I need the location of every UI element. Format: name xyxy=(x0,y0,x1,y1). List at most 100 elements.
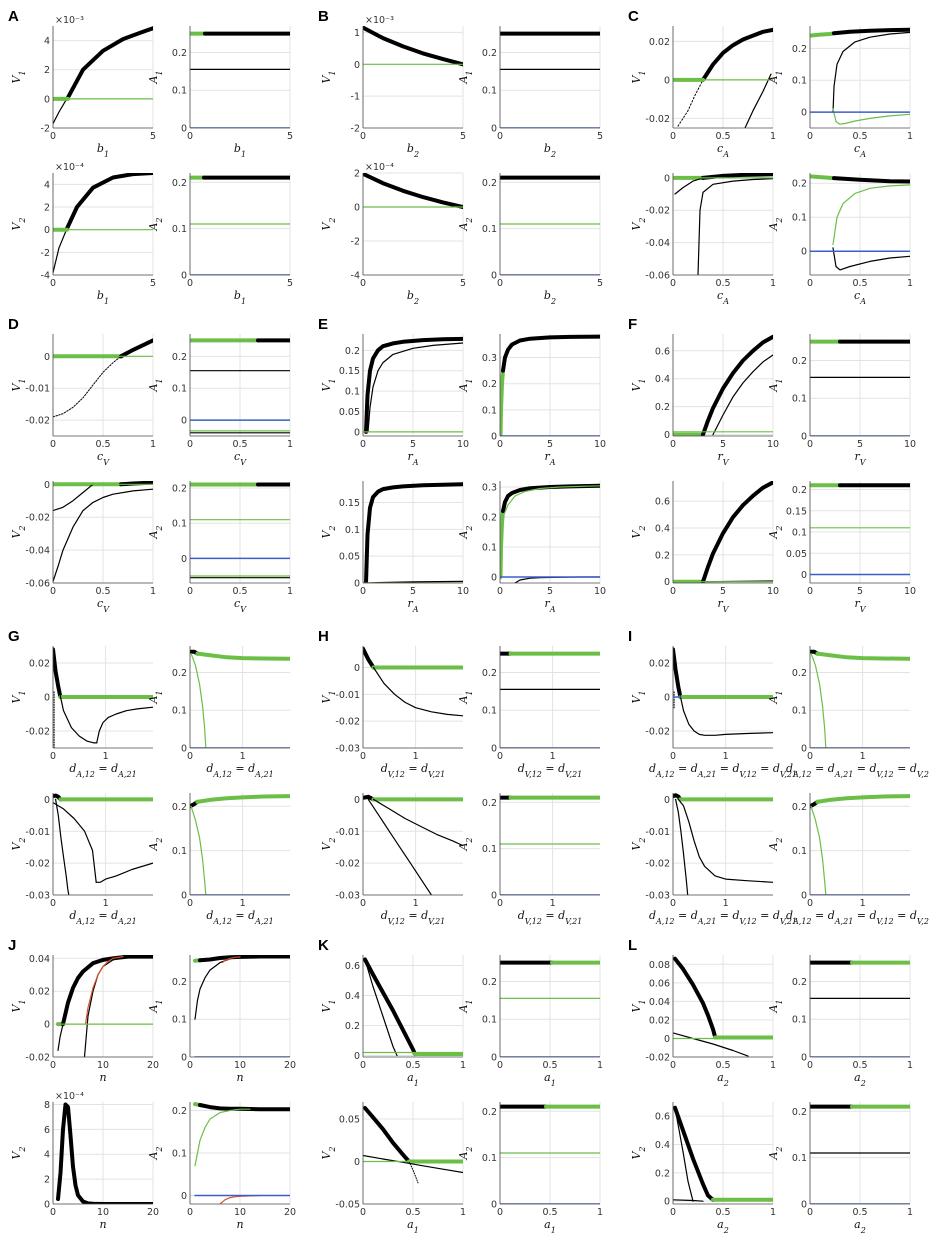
subplot-a2: 0 5 0 0.1 0.2 b1 A2 xyxy=(147,173,293,306)
x-tick-label: 0 xyxy=(360,131,366,142)
series-line-black xyxy=(119,338,153,359)
y-tick-label: 0.6 xyxy=(655,346,670,357)
x-axis-label: cV xyxy=(97,450,110,467)
y-axis-label: A2 xyxy=(147,837,164,851)
panel-letter: A xyxy=(8,8,19,25)
x-tick-label: 0.5 xyxy=(95,586,110,597)
x-tick-label: 1 xyxy=(103,898,109,909)
x-axis-label: a2 xyxy=(717,1071,729,1088)
x-axis-label: rV xyxy=(717,450,729,467)
y-tick-label: 0.05 xyxy=(339,1115,360,1126)
series-line-black xyxy=(408,1161,419,1184)
series-line-black xyxy=(832,27,910,36)
y-tick-label: 4 xyxy=(44,180,50,191)
y-axis-label: V2 xyxy=(320,837,337,850)
x-tick-label: 0 xyxy=(50,751,56,762)
series-line-black xyxy=(53,355,122,418)
y-tick-label: 4 xyxy=(44,36,50,47)
y-tick-label: -0.03 xyxy=(645,891,670,902)
y-tick-label: 0 xyxy=(664,430,670,441)
subplot-a2: 0 1 0 0.1 0.2 dA,12 = dA,21 = dV,12 = dV,21 A2 xyxy=(767,793,929,926)
y-tick-label: 0.2 xyxy=(792,977,807,988)
series-group xyxy=(190,338,290,434)
x-tick-label: 5 xyxy=(287,278,293,289)
x-axis-label: b2 xyxy=(407,142,419,159)
y-axis-label: A2 xyxy=(457,837,474,851)
series-line-green xyxy=(815,794,910,804)
x-tick-label: 10 xyxy=(594,439,606,450)
panel-H: H 0 1 -0.03 -0.02 -0.01 0 dV,12 = dV,21 V1 0 1 0 0.1… xyxy=(318,628,600,926)
x-tick-label: 1 xyxy=(240,898,246,909)
x-tick-label: 0 xyxy=(807,751,813,762)
y-tick-label: 0.1 xyxy=(482,224,497,235)
y-tick-label: 0 xyxy=(354,203,360,214)
y-axis-label: A2 xyxy=(457,1146,474,1160)
y-axis-label: V1 xyxy=(630,70,647,83)
x-tick-label: 10 xyxy=(594,586,606,597)
y-tick-label: 0.2 xyxy=(172,802,187,813)
y-tick-label: 0.15 xyxy=(339,498,360,509)
x-axis-label: rA xyxy=(407,597,418,614)
series-line-green xyxy=(194,1108,251,1167)
y-axis-label: A1 xyxy=(767,378,784,392)
y-tick-label: 0 xyxy=(354,663,360,674)
x-tick-label: 0.5 xyxy=(715,278,730,289)
x-axis-label: b1 xyxy=(234,289,246,306)
y-tick-label: -0.01 xyxy=(25,827,50,838)
x-tick-label: 0.5 xyxy=(852,131,867,142)
y-axis-label: V1 xyxy=(10,70,27,83)
series-group xyxy=(363,957,463,1057)
subplot-v2: 0 5 10 0 0.2 0.4 0.6 rV V2 xyxy=(630,481,779,614)
y-tick-label: 0 xyxy=(44,225,50,236)
x-tick-label: 10 xyxy=(457,439,469,450)
y-tick-label: 0.2 xyxy=(345,346,360,357)
x-tick-label: 0 xyxy=(360,278,366,289)
y-tick-label: 0.3 xyxy=(482,483,497,494)
y-tick-label: 0.1 xyxy=(482,1153,497,1164)
x-tick-label: 0 xyxy=(497,898,503,909)
x-axis-label: dV,12 = dV,21 xyxy=(381,762,446,779)
y-tick-label: 0 xyxy=(491,1053,497,1064)
y-tick-label: 0 xyxy=(181,744,187,755)
x-tick-label: 1 xyxy=(150,586,156,597)
x-tick-label: 0 xyxy=(670,1060,676,1071)
x-tick-label: 0.5 xyxy=(852,278,867,289)
series-group xyxy=(810,174,910,271)
x-tick-label: 0 xyxy=(187,586,193,597)
series-group xyxy=(810,649,910,748)
y-axis-label: V2 xyxy=(10,837,27,850)
y-tick-label: -0.02 xyxy=(25,416,50,427)
series-line-black xyxy=(96,706,153,744)
y-axis-label: A1 xyxy=(457,999,474,1013)
y-axis-label: A1 xyxy=(457,70,474,84)
x-tick-label: 0 xyxy=(807,1060,813,1071)
series-line-orange xyxy=(84,955,124,1025)
panel-letter: I xyxy=(628,628,632,645)
subplot-v1: 0 5 -2 -1 0 1 ×10⁻³ b2 V1 xyxy=(320,15,466,159)
y-axis-label: V1 xyxy=(10,999,27,1012)
y-axis-label: V1 xyxy=(630,378,647,391)
y-axis-label: A2 xyxy=(147,1146,164,1160)
y-axis-label: A1 xyxy=(147,690,164,704)
y-tick-label: -0.02 xyxy=(645,1053,670,1064)
y-tick-label: 0.2 xyxy=(482,1107,497,1118)
y-axis-label: A2 xyxy=(767,217,784,231)
y-tick-label: 0.2 xyxy=(172,48,187,59)
x-tick-label: 5 xyxy=(460,278,466,289)
x-axis-label: a1 xyxy=(407,1218,419,1235)
y-tick-label: 1 xyxy=(354,28,360,39)
y-tick-label: 0 xyxy=(44,1020,50,1031)
y-tick-label: 0.15 xyxy=(786,506,807,517)
y-tick-label: 0.1 xyxy=(345,525,360,536)
x-tick-label: 1 xyxy=(413,898,419,909)
x-tick-label: 10 xyxy=(97,1060,109,1071)
panel-K: K 0 0.5 1 0 0.2 0.4 0.6 a1 V1 0 0.5 1 0 0.1 0.2 a1 A1 0 0.5… xyxy=(318,937,603,1235)
x-tick-label: 0 xyxy=(187,439,193,450)
series-line-black xyxy=(501,334,600,373)
y-tick-label: -0.06 xyxy=(645,271,670,282)
subplot-a2: 0 1 0 0.1 0.2 dV,12 = dV,21 A2 xyxy=(457,793,600,926)
subplot-a2: 0 0.5 1 0 0.1 0.2 cA A2 xyxy=(767,173,913,306)
series-line-black xyxy=(701,481,773,583)
